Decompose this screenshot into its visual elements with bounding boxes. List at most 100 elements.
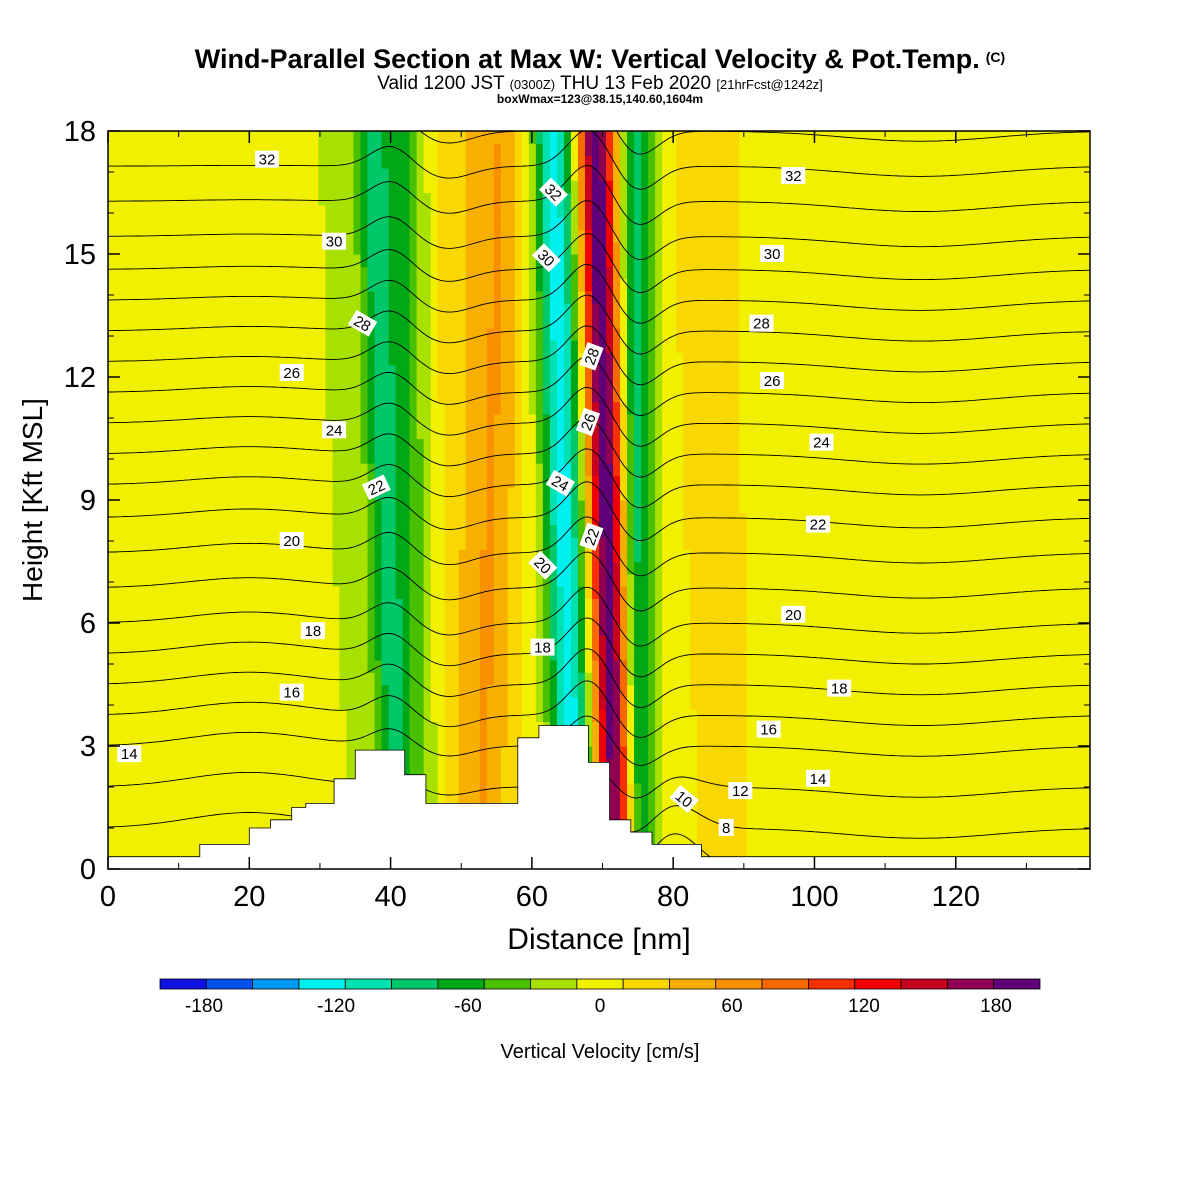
velocity-cell <box>1082 819 1090 833</box>
velocity-cell <box>1082 733 1090 747</box>
velocity-cell <box>577 524 586 538</box>
velocity-cell <box>444 696 453 710</box>
velocity-cell <box>185 573 193 587</box>
velocity-cell <box>591 672 600 686</box>
velocity-cell <box>690 438 698 452</box>
velocity-cell <box>423 536 432 550</box>
velocity-cell <box>318 733 327 747</box>
velocity-cell <box>318 463 327 476</box>
velocity-cell <box>227 586 235 599</box>
velocity-cell <box>451 770 460 784</box>
velocity-cell <box>1012 524 1021 538</box>
velocity-cell <box>781 832 789 845</box>
velocity-cell <box>648 795 656 809</box>
velocity-cell <box>136 610 144 624</box>
velocity-cell <box>795 659 804 673</box>
velocity-cell <box>697 573 705 587</box>
velocity-cell <box>423 647 432 661</box>
velocity-cell <box>325 684 334 698</box>
velocity-cell <box>879 733 888 747</box>
velocity-cell <box>255 426 263 440</box>
velocity-cell <box>339 463 348 476</box>
velocity-cell <box>444 709 453 722</box>
velocity-cell <box>928 684 937 698</box>
velocity-cell <box>1075 561 1084 575</box>
velocity-cell <box>956 807 965 821</box>
velocity-cell <box>220 500 228 513</box>
velocity-cell <box>935 536 944 550</box>
velocity-cell <box>1061 709 1070 722</box>
velocity-cell <box>795 733 804 747</box>
velocity-cell <box>942 463 951 476</box>
velocity-cell <box>262 475 270 489</box>
velocity-cell <box>108 598 116 612</box>
velocity-cell <box>164 586 172 599</box>
velocity-cell <box>577 561 586 575</box>
velocity-cell <box>108 758 116 772</box>
velocity-cell <box>129 438 137 452</box>
velocity-cell <box>648 709 656 722</box>
velocity-cell <box>683 475 691 489</box>
velocity-cell <box>774 524 782 538</box>
velocity-cell <box>599 438 607 452</box>
velocity-cell <box>669 623 677 636</box>
velocity-cell <box>809 463 818 476</box>
velocity-cell <box>697 635 705 649</box>
velocity-cell <box>725 610 733 624</box>
velocity-cell <box>171 450 179 464</box>
velocity-cell <box>423 782 432 796</box>
velocity-cell <box>115 758 123 772</box>
velocity-cell <box>206 598 214 612</box>
velocity-cell <box>486 770 495 784</box>
velocity-cell <box>1047 659 1056 673</box>
velocity-cell <box>206 832 214 845</box>
velocity-cell <box>409 438 418 452</box>
velocity-cell <box>851 524 860 538</box>
velocity-cell <box>206 709 214 722</box>
velocity-cell <box>879 746 888 759</box>
velocity-cell <box>115 573 123 587</box>
velocity-cell <box>185 635 193 649</box>
velocity-cell <box>851 586 860 599</box>
velocity-cell <box>914 561 923 575</box>
velocity-cell <box>304 635 313 649</box>
velocity-cell <box>606 549 614 563</box>
velocity-cell <box>907 733 916 747</box>
velocity-cell <box>830 598 839 612</box>
velocity-cell <box>718 598 726 612</box>
velocity-cell <box>563 500 572 513</box>
velocity-cell <box>1047 623 1056 636</box>
velocity-cell <box>528 475 537 489</box>
velocity-cell <box>276 512 284 526</box>
velocity-cell <box>206 647 214 661</box>
velocity-cell <box>802 438 811 452</box>
velocity-cell <box>1068 598 1077 612</box>
velocity-cell <box>697 426 705 440</box>
velocity-cell <box>1019 819 1028 833</box>
velocity-cell <box>339 721 348 735</box>
velocity-cell <box>234 610 242 624</box>
velocity-cell <box>606 475 614 489</box>
velocity-cell <box>1047 610 1056 624</box>
velocity-cell <box>942 500 951 513</box>
velocity-cell <box>1040 610 1049 624</box>
velocity-cell <box>227 709 235 722</box>
velocity-cell <box>507 623 516 636</box>
velocity-cell <box>577 586 586 599</box>
velocity-cell <box>255 549 263 563</box>
velocity-cell <box>858 721 867 735</box>
velocity-cell <box>423 659 432 673</box>
velocity-cell <box>255 610 263 624</box>
velocity-cell <box>129 536 137 550</box>
velocity-cell <box>486 487 495 501</box>
velocity-cell <box>171 561 179 575</box>
velocity-cell <box>963 795 972 809</box>
velocity-cell <box>1012 721 1021 735</box>
velocity-cell <box>577 549 586 563</box>
velocity-cell <box>662 586 670 599</box>
velocity-cell <box>388 733 397 747</box>
velocity-cell <box>830 635 839 649</box>
velocity-cell <box>956 610 965 624</box>
velocity-cell <box>115 512 123 526</box>
velocity-cell <box>206 573 214 587</box>
